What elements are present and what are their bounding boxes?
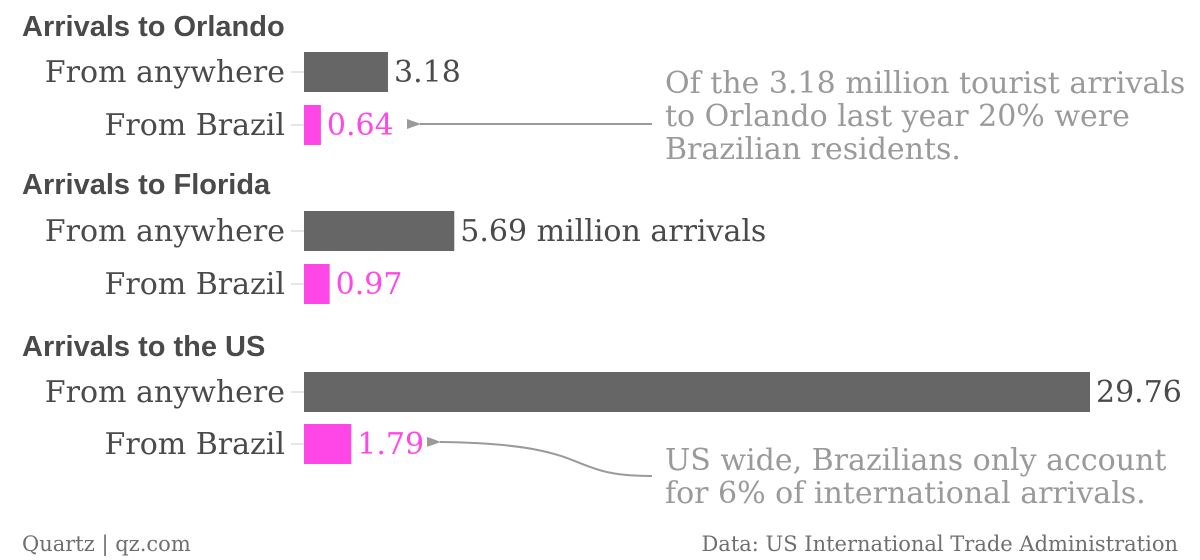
category-label-arrivals-to-orlando-from-brazil: From Brazil [105,108,285,143]
value-label-arrivals-to-orlando-from-anywhere: 3.18 [394,55,461,90]
value-label-arrivals-to-florida-from-anywhere: 5.69 million arrivals [460,214,766,249]
annotations: Of the 3.18 million tourist arrivals to O… [407,66,1185,511]
annotation-line: for 6% of international arrivals. [665,476,1146,511]
annotation-orlando: Of the 3.18 million tourist arrivals to O… [665,66,1185,167]
value-label-arrivals-to-the-us-from-brazil: 1.79 [357,427,424,462]
group-arrivals-to-florida: Arrivals to Florida From anywhere 5.69 mil… [22,169,766,304]
footer-credit: Quartz | qz.com [22,532,191,557]
group-title-arrivals-to-the-us: Arrivals to the US [22,331,265,363]
category-label-arrivals-to-the-us-from-anywhere: From anywhere [45,375,285,410]
group-title-arrivals-to-orlando: Arrivals to Orlando [22,11,285,43]
category-label-arrivals-to-orlando-from-anywhere: From anywhere [45,55,285,90]
bar-groups: Arrivals to Orlando From anywhere 3.18 From… [22,11,1182,464]
annotation-line: Of the 3.18 million tourist arrivals [665,66,1185,101]
bar-arrivals-to-florida-from-brazil [304,264,330,304]
value-label-arrivals-to-orlando-from-brazil: 0.64 [327,108,394,143]
category-label-arrivals-to-florida-from-anywhere: From anywhere [45,214,285,249]
footer-source: Data: US International Trade Administrat… [701,532,1178,556]
group-arrivals-to-orlando: Arrivals to Orlando From anywhere 3.18 From… [22,11,461,145]
group-arrivals-to-the-us: Arrivals to the US From anywhere 29.76 From… [22,331,1182,464]
category-label-arrivals-to-florida-from-brazil: From Brazil [105,267,285,302]
bar-arrivals-to-orlando-from-anywhere [304,52,388,92]
bar-arrivals-to-the-us-from-anywhere [304,372,1090,412]
bar-arrivals-to-orlando-from-brazil [304,105,321,145]
group-title-arrivals-to-florida: Arrivals to Florida [22,169,271,201]
value-label-arrivals-to-florida-from-brazil: 0.97 [336,267,403,302]
bar-arrivals-to-the-us-from-brazil [304,424,352,464]
annotation-line: Brazilian residents. [665,132,961,167]
bar-arrivals-to-florida-from-anywhere [304,211,455,251]
annotation-arrow-us [426,436,653,477]
annotation-us: US wide, Brazilians only account for 6% o… [665,443,1166,511]
annotation-line: to Orlando last year 20% were [665,99,1130,134]
value-label-arrivals-to-the-us-from-anywhere: 29.76 [1096,375,1182,410]
category-label-arrivals-to-the-us-from-brazil: From Brazil [105,427,285,462]
annotation-line: US wide, Brazilians only account [665,443,1166,478]
